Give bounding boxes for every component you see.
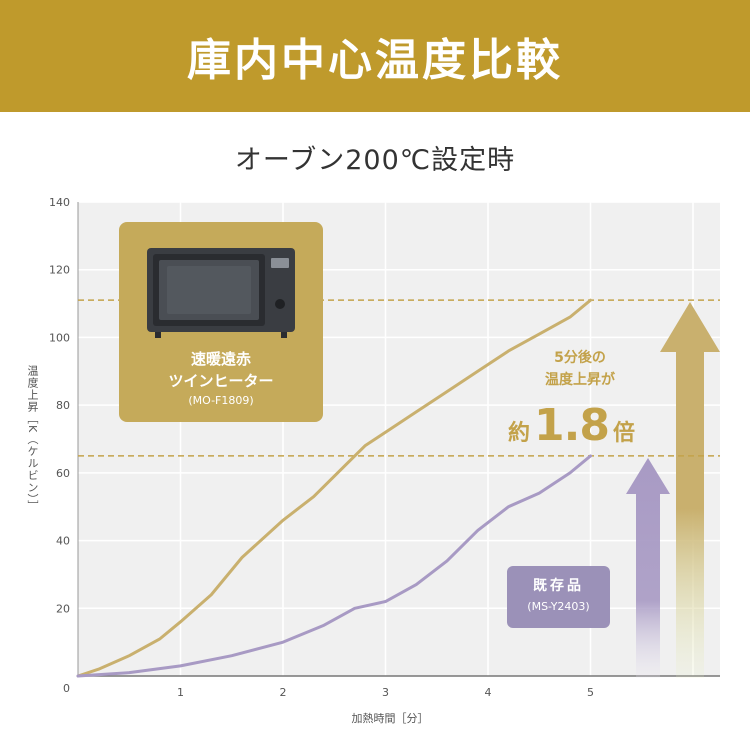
y-tick-label: 0: [63, 682, 70, 695]
product-name-line2: ツインヒーター: [168, 372, 274, 390]
y-axis-label: 温度上昇［K（ケルビン）］: [26, 365, 39, 512]
ratio-prefix: 約: [508, 421, 531, 446]
y-tick-label: 40: [56, 535, 70, 548]
product-card: 速暖遠赤 ツインヒーター (MO-F1809): [119, 222, 323, 422]
product-name-line1: 速暖遠赤: [190, 350, 251, 368]
existing-product-model: (MS-Y2403): [527, 600, 590, 613]
ratio-suffix: 倍: [612, 421, 635, 446]
y-tick-label: 80: [56, 399, 70, 412]
gold-growth-arrow: [660, 302, 720, 678]
y-tick-label: 120: [49, 264, 70, 277]
microwave-image: [147, 248, 295, 338]
x-tick-label: 5: [587, 686, 594, 699]
page-title: 庫内中心温度比較: [187, 35, 563, 86]
x-tick-label: 3: [382, 686, 389, 699]
ratio-value: 1.8: [534, 400, 610, 451]
y-tick-label: 20: [56, 602, 70, 615]
annotation-line1: 5分後の: [554, 350, 606, 366]
existing-product-name: 既存品: [533, 578, 584, 594]
chart-subtitle: オーブン200℃設定時: [234, 145, 516, 176]
annotation-line2: 温度上昇が: [545, 372, 615, 388]
x-tick-label: 1: [177, 686, 184, 699]
ratio-callout: 約 1.8 倍: [508, 400, 635, 456]
product-model: (MO-F1809): [188, 394, 254, 407]
x-tick-label: 2: [280, 686, 287, 699]
y-tick-label: 140: [49, 196, 70, 209]
purple-growth-arrow: [626, 458, 670, 678]
x-axis-label: 加熱時間［分］: [351, 712, 429, 725]
series-line-purple: [76, 454, 592, 678]
existing-product-card: 既存品 (MS-Y2403): [507, 566, 610, 628]
x-tick-label: 4: [485, 686, 492, 699]
title-banner: 庫内中心温度比較: [0, 0, 750, 112]
series-line-gold: [76, 298, 592, 678]
y-tick-label: 60: [56, 467, 70, 480]
y-tick-label: 100: [49, 331, 70, 344]
